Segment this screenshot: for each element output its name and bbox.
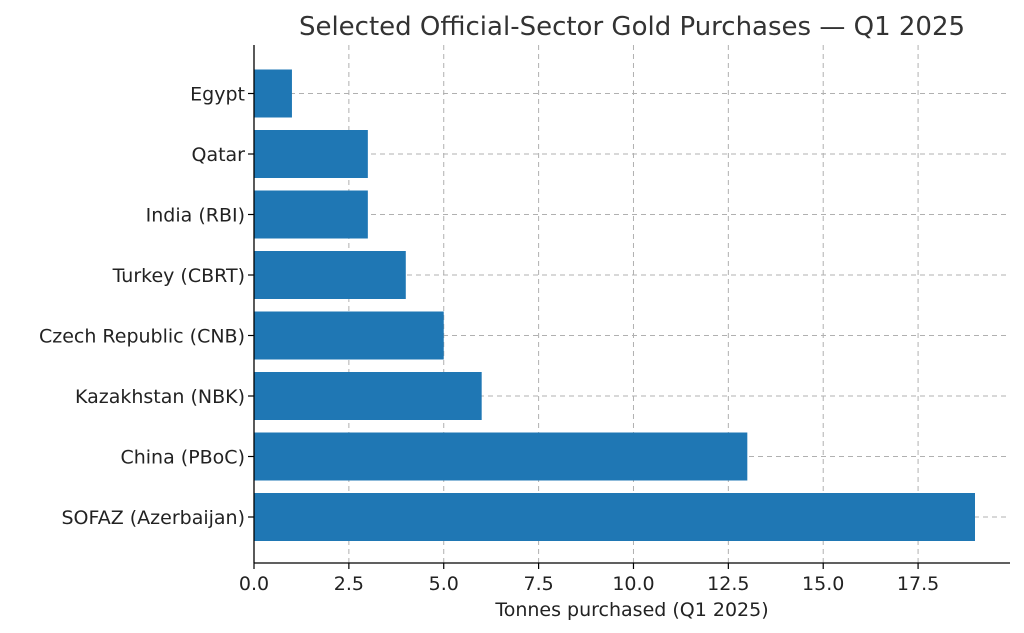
x-tick-label: 0.0 <box>239 573 269 595</box>
x-tick-label: 5.0 <box>429 573 459 595</box>
y-tick-label: India (RBI) <box>146 205 245 227</box>
y-tick-label: Kazakhstan (NBK) <box>75 386 245 408</box>
x-tick-label: 15.0 <box>802 573 844 595</box>
y-tick-label: Turkey (CBRT) <box>112 265 245 287</box>
bar <box>254 493 975 541</box>
y-tick-label: Egypt <box>190 84 245 106</box>
bar <box>254 69 292 118</box>
bar <box>254 130 368 178</box>
x-tick-label: 10.0 <box>612 573 654 595</box>
x-tick-label: 2.5 <box>334 573 364 595</box>
bars <box>254 69 975 541</box>
bar <box>254 251 406 299</box>
grid <box>254 45 1010 563</box>
bar <box>254 372 482 420</box>
x-axis-label: Tonnes purchased (Q1 2025) <box>494 599 768 621</box>
y-tick-label: China (PBoC) <box>120 447 245 469</box>
bar <box>254 432 748 481</box>
x-tick-label: 7.5 <box>523 573 553 595</box>
chart-title: Selected Official-Sector Gold Purchases … <box>299 12 965 42</box>
bar <box>254 311 444 360</box>
x-tick-label: 17.5 <box>897 573 939 595</box>
axes <box>248 45 1010 569</box>
y-tick-label: Qatar <box>191 144 245 166</box>
x-tick-label: 12.5 <box>707 573 749 595</box>
y-tick-label: Czech Republic (CNB) <box>39 326 245 348</box>
y-tick-label: SOFAZ (Azerbaijan) <box>62 507 246 529</box>
bar <box>254 190 368 239</box>
tick-labels: 0.0 2.5 5.0 7.5 10.0 12.5 15.0 17.5 SOFAZ (Azerb… <box>39 84 939 596</box>
